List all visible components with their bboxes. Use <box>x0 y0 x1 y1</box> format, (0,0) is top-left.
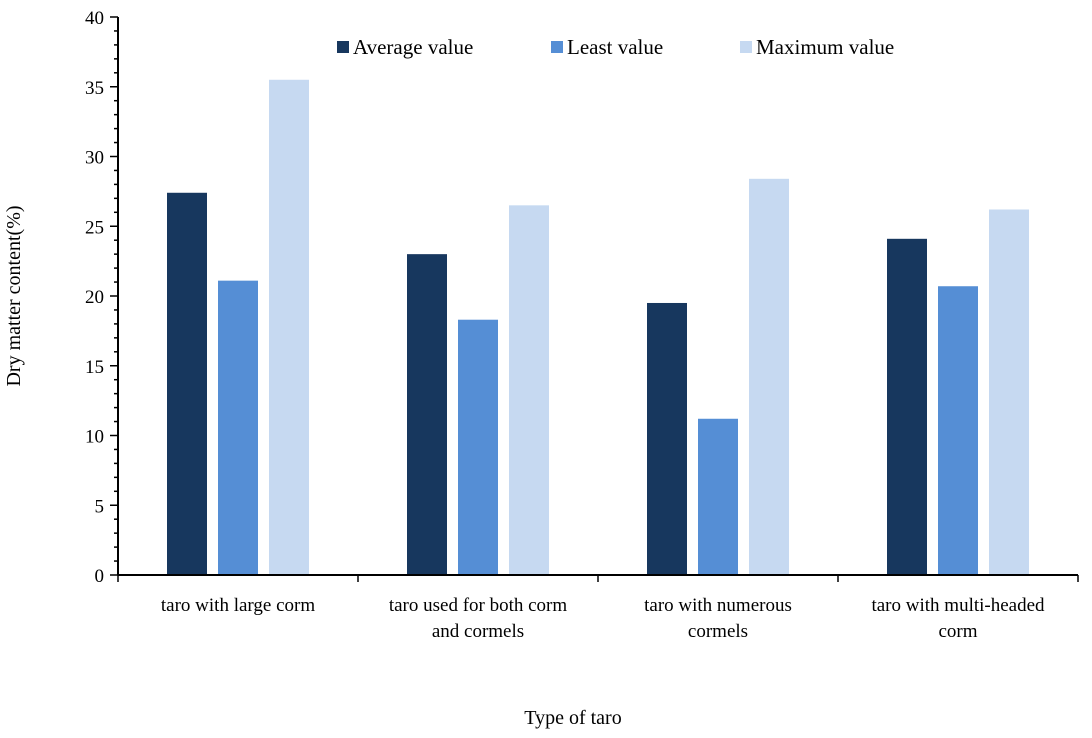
legend-label: Maximum value <box>756 35 894 59</box>
bars <box>167 79 1029 576</box>
y-tick-label: 0 <box>95 566 105 587</box>
y-tick-label: 25 <box>85 217 104 238</box>
y-tick-label: 30 <box>85 148 104 169</box>
x-axis: taro with large corm taro used for both c… <box>117 574 1079 642</box>
bar <box>647 302 687 575</box>
bar <box>938 286 978 575</box>
bar <box>509 205 549 575</box>
y-tick-label: 10 <box>85 427 104 448</box>
legend-swatch <box>740 41 752 53</box>
x-axis-title: Type of taro <box>524 707 621 729</box>
y-axis: 0 5 10 15 20 25 30 35 40 <box>85 8 119 587</box>
y-tick-label: 40 <box>85 8 104 29</box>
x-category-label: taro used for both corm and cormels <box>389 595 568 642</box>
y-tick-label: 15 <box>85 357 104 378</box>
y-tick-label: 20 <box>85 287 104 308</box>
legend-swatch <box>551 41 563 53</box>
y-tick-label: 35 <box>85 78 104 99</box>
bar <box>887 238 927 575</box>
bar <box>458 319 498 575</box>
x-category-label: taro with large corm <box>161 595 315 616</box>
y-tick-label: 5 <box>95 496 105 517</box>
legend: Average value Least value Maximum value <box>337 35 894 59</box>
y-axis-title: Dry matter content(%) <box>3 205 25 386</box>
x-category-label: taro with multi-headed corm <box>871 595 1045 642</box>
bar <box>698 418 738 575</box>
bar <box>218 280 258 575</box>
legend-label: Average value <box>353 35 473 59</box>
bar <box>989 209 1029 575</box>
bar <box>269 79 309 576</box>
legend-swatch <box>337 41 349 53</box>
bar <box>167 192 207 575</box>
x-category-label: taro with numerous cormels <box>644 595 792 642</box>
bar <box>749 178 789 575</box>
legend-label: Least value <box>567 35 663 59</box>
bar <box>407 254 447 575</box>
